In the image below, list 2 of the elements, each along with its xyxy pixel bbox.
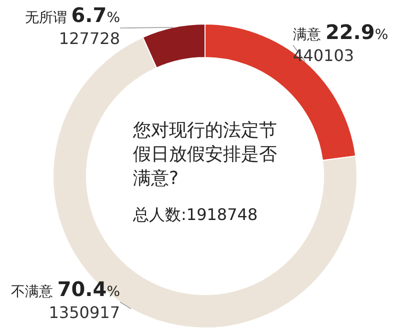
title: 您对现行的法定节假日放假安排是否满意? [133, 120, 277, 189]
text: 总人数:1918748 [132, 205, 258, 224]
